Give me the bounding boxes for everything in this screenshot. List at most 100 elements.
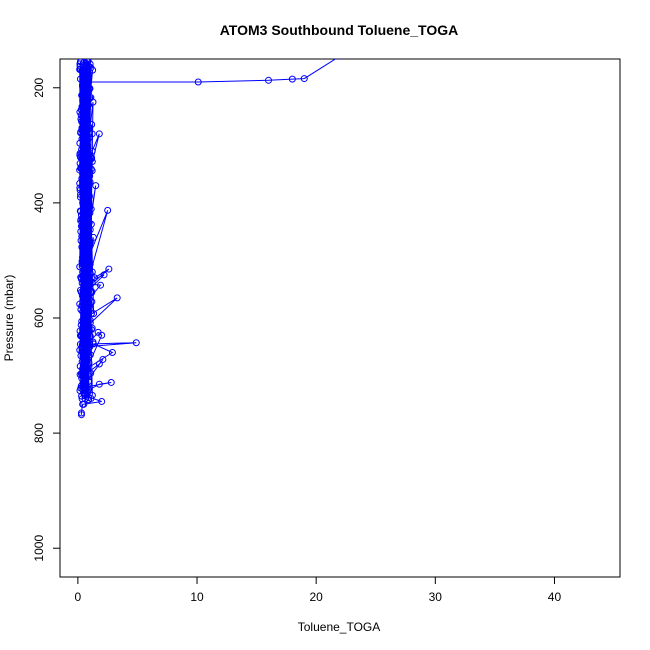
data-point bbox=[85, 72, 93, 80]
data-point bbox=[79, 199, 87, 207]
x-tick-label: 40 bbox=[548, 590, 562, 604]
data-point bbox=[81, 302, 89, 310]
y-tick-label: 400 bbox=[32, 193, 46, 213]
data-point bbox=[81, 314, 89, 322]
data-point bbox=[94, 328, 102, 336]
y-axis-label: Pressure (mbar) bbox=[2, 275, 16, 362]
data-point bbox=[83, 133, 91, 141]
data-point bbox=[77, 411, 85, 419]
data-point bbox=[76, 62, 84, 70]
data-point bbox=[81, 392, 89, 400]
data-point bbox=[77, 128, 85, 136]
x-tick-label: 0 bbox=[75, 590, 82, 604]
data-point bbox=[86, 319, 94, 327]
data-point bbox=[95, 380, 103, 388]
data-point bbox=[99, 355, 107, 363]
plot-area bbox=[76, 59, 342, 419]
x-tick-label: 10 bbox=[190, 590, 204, 604]
data-point bbox=[265, 76, 273, 84]
data-point bbox=[91, 274, 99, 282]
y-tick-label: 800 bbox=[32, 423, 46, 443]
data-point bbox=[108, 349, 116, 357]
y-axis: 200 400 600 800 1000 bbox=[32, 77, 61, 562]
series-line bbox=[80, 59, 337, 415]
data-point bbox=[104, 206, 112, 214]
plot-frame bbox=[59, 58, 621, 578]
x-tick-label: 30 bbox=[429, 590, 443, 604]
data-point bbox=[79, 268, 87, 276]
data-point bbox=[81, 216, 89, 224]
data-point bbox=[85, 192, 93, 200]
data-point bbox=[80, 67, 88, 75]
data-point bbox=[95, 130, 103, 138]
data-point bbox=[81, 245, 89, 253]
data-point bbox=[79, 239, 87, 247]
data-point bbox=[92, 182, 100, 190]
x-tick-label: 20 bbox=[309, 590, 323, 604]
data-point bbox=[82, 139, 90, 147]
data-point bbox=[132, 339, 140, 347]
data-point bbox=[81, 153, 89, 161]
data-point bbox=[85, 101, 93, 109]
data-point bbox=[77, 111, 85, 119]
data-point bbox=[97, 281, 105, 289]
data-point bbox=[82, 61, 90, 69]
data-point bbox=[78, 232, 86, 240]
data-point bbox=[85, 377, 93, 385]
data-point bbox=[87, 310, 95, 318]
data-point bbox=[78, 103, 86, 111]
data-point bbox=[80, 291, 88, 299]
data-point bbox=[89, 233, 97, 241]
data-point bbox=[83, 251, 91, 259]
data-point bbox=[81, 78, 89, 86]
data-point bbox=[300, 75, 308, 83]
chart-title: ATOM3 Southbound Toluene_TOGA bbox=[220, 22, 459, 38]
data-point bbox=[83, 387, 91, 395]
y-tick-label: 600 bbox=[32, 308, 46, 328]
data-point bbox=[79, 349, 87, 357]
data-point bbox=[194, 78, 202, 86]
data-point bbox=[113, 294, 121, 302]
data-point bbox=[88, 130, 96, 138]
data-point bbox=[85, 124, 93, 132]
y-tick-label: 200 bbox=[32, 77, 46, 97]
data-point bbox=[88, 298, 96, 306]
data-point bbox=[76, 184, 84, 192]
data-point bbox=[80, 141, 88, 149]
data-point bbox=[107, 378, 115, 386]
x-axis-label: Toluene_TOGA bbox=[298, 620, 381, 634]
data-point bbox=[83, 337, 91, 345]
data-point bbox=[338, 59, 342, 60]
data-point bbox=[105, 265, 113, 273]
data-point bbox=[89, 340, 97, 348]
data-point bbox=[80, 372, 88, 380]
data-point bbox=[79, 302, 87, 310]
data-point bbox=[77, 59, 85, 66]
data-point bbox=[95, 360, 103, 368]
data-point bbox=[79, 132, 87, 140]
data-point bbox=[80, 228, 88, 236]
data-point bbox=[81, 118, 89, 126]
data-point bbox=[76, 149, 84, 157]
data-point bbox=[81, 187, 89, 195]
data-point bbox=[88, 147, 96, 155]
data-point bbox=[100, 271, 108, 279]
data-point bbox=[90, 310, 98, 318]
data-point bbox=[81, 343, 89, 351]
data-point bbox=[81, 279, 89, 287]
x-axis: 0 10 20 30 40 bbox=[75, 576, 562, 604]
data-point bbox=[78, 223, 86, 231]
data-point bbox=[76, 371, 84, 379]
data-point bbox=[98, 397, 106, 405]
data-point bbox=[87, 395, 95, 403]
data-point bbox=[80, 326, 88, 334]
data-point bbox=[288, 75, 296, 83]
y-tick-label: 1000 bbox=[32, 535, 46, 562]
data-point bbox=[86, 85, 94, 93]
data-point bbox=[79, 400, 87, 408]
data-point bbox=[81, 256, 89, 264]
data-point bbox=[88, 167, 96, 175]
data-point bbox=[76, 263, 84, 271]
data-point bbox=[79, 170, 87, 178]
